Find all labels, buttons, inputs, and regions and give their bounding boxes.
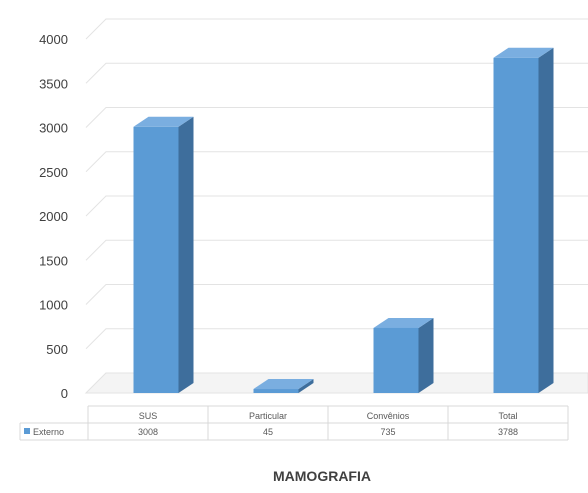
y-tick-label: 2500 [39,165,68,180]
bar-front-face [133,126,179,394]
x-tick-label: Convênios [367,411,410,421]
y-tick-label: 4000 [39,32,68,47]
y-tick-label: 3000 [39,121,68,136]
bar-top-face [133,116,194,127]
data-label: 3788 [498,427,518,437]
bar-top-face [493,47,554,58]
y-tick-label: 1500 [39,253,68,268]
x-tick-label: Particular [249,411,287,421]
bar-top-face [253,379,314,390]
y-tick-label: 1000 [39,298,68,313]
bar [493,47,554,394]
gridlines [85,18,588,394]
bar-side-face [178,116,194,394]
floor-plane [84,372,588,394]
gridline [85,62,588,84]
gridline [85,151,588,173]
gridline [85,195,588,217]
bar-front-face [253,389,299,393]
y-tick-label: 3500 [39,76,68,91]
legend-swatch [24,428,30,434]
y-tick-label: 2000 [39,209,68,224]
legend-label: Externo [33,427,64,437]
y-tick-label: 0 [61,386,68,401]
y-axis: 0 500 1000 1500 2000 2500 3000 3500 4000 [39,32,68,401]
gridline [85,284,588,305]
gridline [85,18,588,40]
bar-series [133,47,554,394]
bar [133,116,194,394]
data-label: 45 [263,427,273,437]
data-table: SUS Particular Convênios Total Externo 3008 45… [19,405,569,441]
x-tick-label: Total [498,411,517,421]
bar [253,379,314,393]
chart-title: MAMOGRAFIA [273,468,371,484]
x-tick-label: SUS [139,411,158,421]
gridline [85,239,588,261]
y-tick-label: 500 [46,342,68,357]
bar-front-face [373,327,419,393]
gridline [85,107,588,128]
bar-side-face [298,379,314,393]
data-label: 3008 [138,427,158,437]
data-label: 735 [380,427,395,437]
bar-front-face [493,57,539,394]
chart-floor [84,372,588,394]
bar-side-face [538,47,554,394]
bar [373,317,434,393]
bar-side-face [418,317,434,393]
bar-top-face [373,317,434,328]
